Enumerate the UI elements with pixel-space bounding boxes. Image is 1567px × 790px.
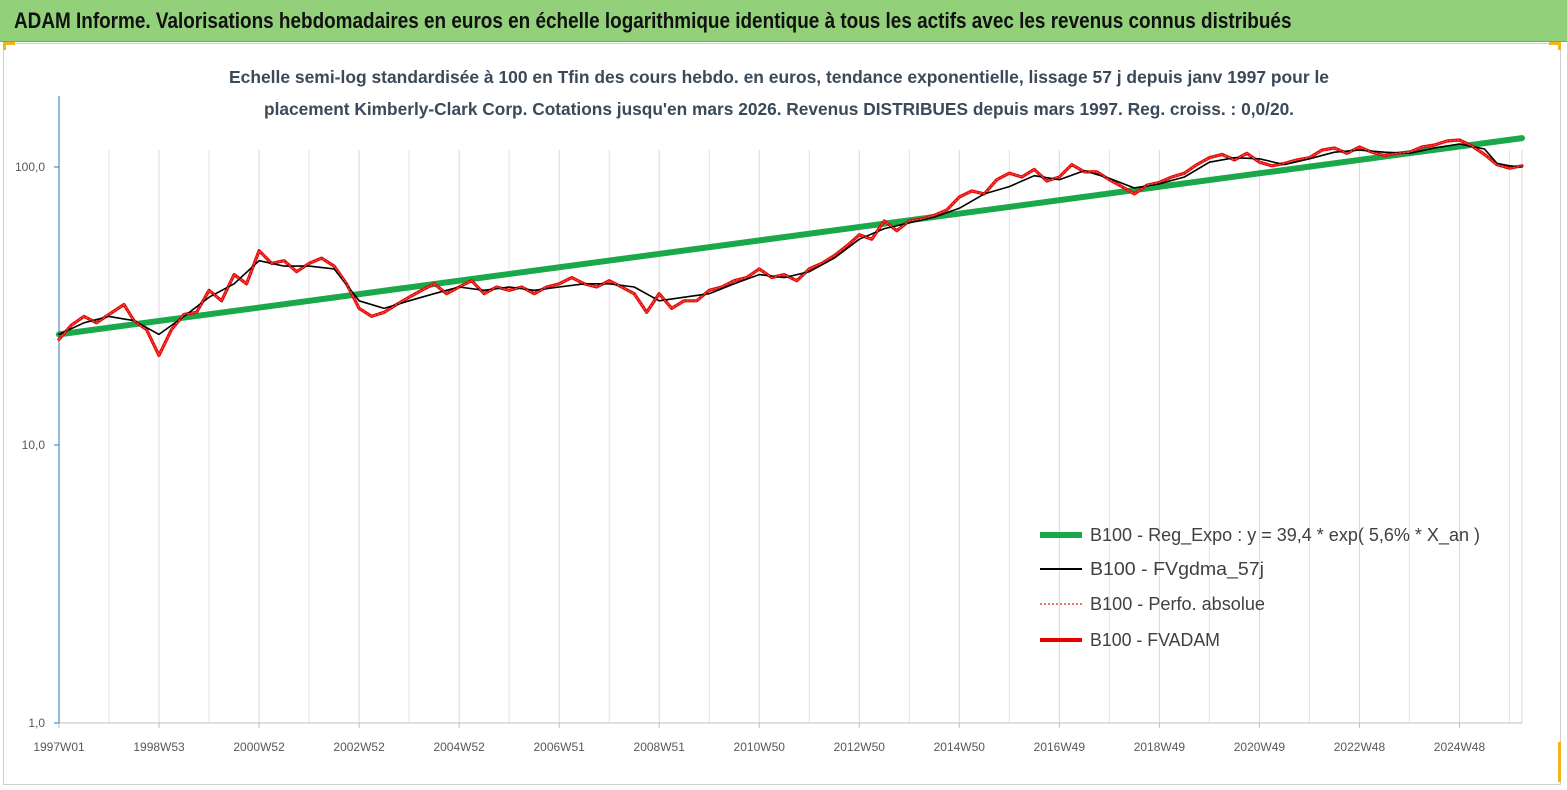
legend-label-perfo: B100 - Perfo. absolue [1090, 594, 1265, 614]
page-title: ADAM Informe. Valorisations hebdomadaire… [14, 8, 1292, 33]
legend: B100 - Reg_Expo : y = 39,4 * exp( 5,6% *… [1040, 525, 1480, 650]
x-tick-label: 2004W52 [433, 740, 485, 754]
grid-lines [108, 150, 1523, 723]
corner-mark-top-right-v [1558, 42, 1561, 50]
x-tick-label: 2008W51 [634, 740, 686, 754]
series-lines [56, 135, 1525, 357]
y-tick-labels: 1,0 10,0 100,0 [15, 160, 59, 730]
legend-label-fvadam: B100 - FVADAM [1090, 630, 1220, 650]
series-line-reg-expo [56, 135, 1525, 338]
x-tick-label: 2024W48 [1434, 740, 1486, 754]
legend-label-fvgdma: B100 - FVgdma_57j [1090, 559, 1264, 580]
y-tick-label: 100,0 [15, 160, 45, 174]
x-tick-label: 2010W50 [734, 740, 786, 754]
x-tick-label: 2018W49 [1134, 740, 1186, 754]
corner-mark-top-right [1549, 42, 1561, 45]
x-tick-label: 1997W01 [33, 740, 85, 754]
x-tick-label: 2020W49 [1234, 740, 1286, 754]
header-banner: ADAM Informe. Valorisations hebdomadaire… [0, 0, 1567, 42]
chart-subtitle-line-2: placement Kimberly-Clark Corp. Cotations… [264, 99, 1294, 119]
x-tick-label: 2014W50 [934, 740, 986, 754]
x-tick-label: 2000W52 [233, 740, 285, 754]
series-line-fvgdma [58, 143, 1523, 336]
series-line-fvadam [57, 138, 1524, 357]
corner-mark-bottom-right [1558, 742, 1561, 782]
x-tick-label: 2022W48 [1334, 740, 1386, 754]
y-tick-label: 1,0 [28, 716, 45, 730]
corner-mark-top-left-v [3, 42, 6, 50]
x-tick-label: 2002W52 [333, 740, 385, 754]
series-line-perfo [58, 139, 1523, 357]
x-tick-label: 2012W50 [834, 740, 886, 754]
x-tick-label: 2016W49 [1034, 740, 1086, 754]
x-tick-labels: 1997W01 1998W53 2000W52 2002W52 2004W52 2006W… [33, 723, 1485, 754]
x-tick-label: 1998W53 [133, 740, 185, 754]
x-tick-label: 2006W51 [533, 740, 585, 754]
y-tick-label: 10,0 [22, 438, 46, 452]
chart-subtitle-line-1: Echelle semi-log standardisée à 100 en T… [229, 67, 1329, 87]
chart-frame [3, 43, 1561, 785]
legend-label-reg-expo: B100 - Reg_Expo : y = 39,4 * exp( 5,6% *… [1090, 525, 1480, 546]
corner-mark-top-left [3, 42, 15, 45]
